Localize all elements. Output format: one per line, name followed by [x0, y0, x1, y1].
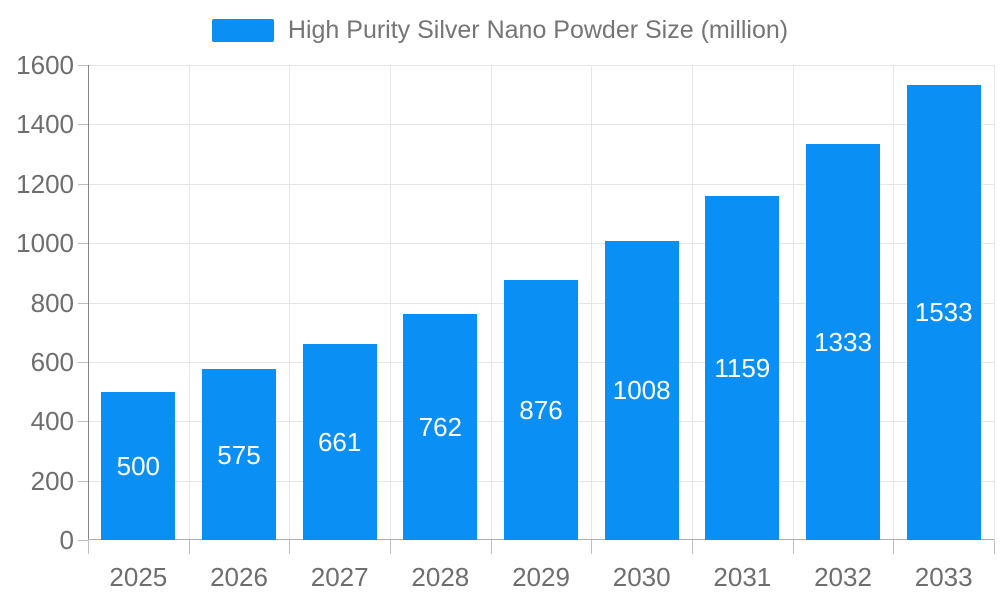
bar-value-label: 575 — [217, 439, 261, 470]
y-axis-label: 1000 — [16, 228, 74, 259]
bar-value-label: 1333 — [814, 327, 872, 358]
x-axis-tick — [188, 540, 190, 554]
bar-2025[interactable] — [101, 391, 176, 540]
x-grid-line — [490, 65, 492, 540]
y-grid-line — [88, 183, 994, 185]
legend-swatch — [211, 18, 274, 42]
y-axis-tick — [78, 421, 88, 423]
x-axis-tick — [893, 540, 895, 554]
bar-2028[interactable] — [403, 313, 478, 540]
x-grid-line — [792, 65, 794, 540]
x-grid-line — [692, 65, 693, 540]
bar-value-label: 500 — [116, 450, 161, 481]
x-axis-label: 2027 — [310, 562, 369, 592]
x-axis-tick — [994, 540, 995, 554]
plot-area: 0 200 400 600 800 1000 1200 1400 1600 2025 2026 202… — [16, 50, 995, 592]
y-axis-label: 400 — [30, 406, 74, 437]
y-axis-label: 200 — [30, 465, 74, 496]
y-axis-tick — [78, 243, 88, 245]
bar-2027[interactable] — [302, 343, 377, 540]
x-grid-line — [893, 65, 895, 540]
y-grid-line — [88, 65, 994, 66]
x-axis-tick — [88, 540, 89, 554]
y-axis-label: 800 — [30, 287, 74, 318]
x-axis-label: 2028 — [411, 562, 470, 592]
y-axis-tick — [78, 361, 88, 363]
legend-item[interactable]: High Purity Silver Nano Powder Size (mil… — [0, 16, 1000, 44]
x-axis-label: 2033 — [914, 562, 973, 592]
y-axis-label: 1200 — [16, 168, 74, 199]
x-axis-label: 2031 — [713, 562, 772, 592]
bar-value-label: 876 — [519, 394, 563, 425]
x-axis-label: 2029 — [512, 562, 570, 592]
y-grid-line — [88, 243, 994, 245]
bar-2033[interactable] — [906, 84, 981, 540]
y-axis-line — [88, 65, 89, 540]
x-axis-tick — [490, 540, 492, 554]
y-axis-tick — [78, 480, 88, 482]
x-axis-label: 2026 — [210, 562, 268, 592]
bar-value-label: 661 — [317, 426, 362, 457]
x-grid-line — [591, 65, 593, 540]
y-axis-tick — [78, 124, 88, 126]
bar-value-label: 1008 — [612, 375, 671, 406]
bar-2026[interactable] — [202, 369, 276, 540]
bar-value-label: 762 — [418, 411, 463, 442]
y-axis-tick — [78, 540, 88, 541]
bar-value-label: 1533 — [914, 297, 973, 328]
y-axis-tick — [78, 183, 88, 185]
legend-label: High Purity Silver Nano Powder Size (mil… — [287, 16, 789, 44]
x-axis-tick — [792, 540, 794, 554]
bar-2032[interactable] — [806, 144, 880, 540]
x-grid-line — [289, 65, 291, 540]
y-axis-tick — [78, 65, 88, 66]
x-axis-label: 2030 — [612, 562, 671, 592]
x-axis-label: 2025 — [109, 562, 168, 592]
bar-2029[interactable] — [504, 279, 578, 540]
y-axis-label: 1400 — [16, 109, 74, 140]
bar-2030[interactable] — [604, 240, 679, 540]
x-axis-label: 2032 — [814, 562, 872, 592]
x-axis-tick — [692, 540, 693, 554]
y-axis-label: 1600 — [16, 50, 74, 80]
x-axis-tick — [289, 540, 291, 554]
bar-value-label: 1159 — [714, 352, 771, 383]
y-axis-label: 0 — [59, 525, 74, 555]
x-axis-tick — [390, 540, 391, 554]
x-grid-line — [994, 65, 995, 540]
y-grid-line — [88, 124, 994, 126]
x-axis-tick — [591, 540, 593, 554]
x-grid-line — [188, 65, 190, 540]
y-axis-tick — [78, 302, 88, 304]
bar-2031[interactable] — [705, 195, 780, 540]
y-axis-label: 600 — [30, 346, 74, 377]
x-grid-line — [390, 65, 391, 540]
